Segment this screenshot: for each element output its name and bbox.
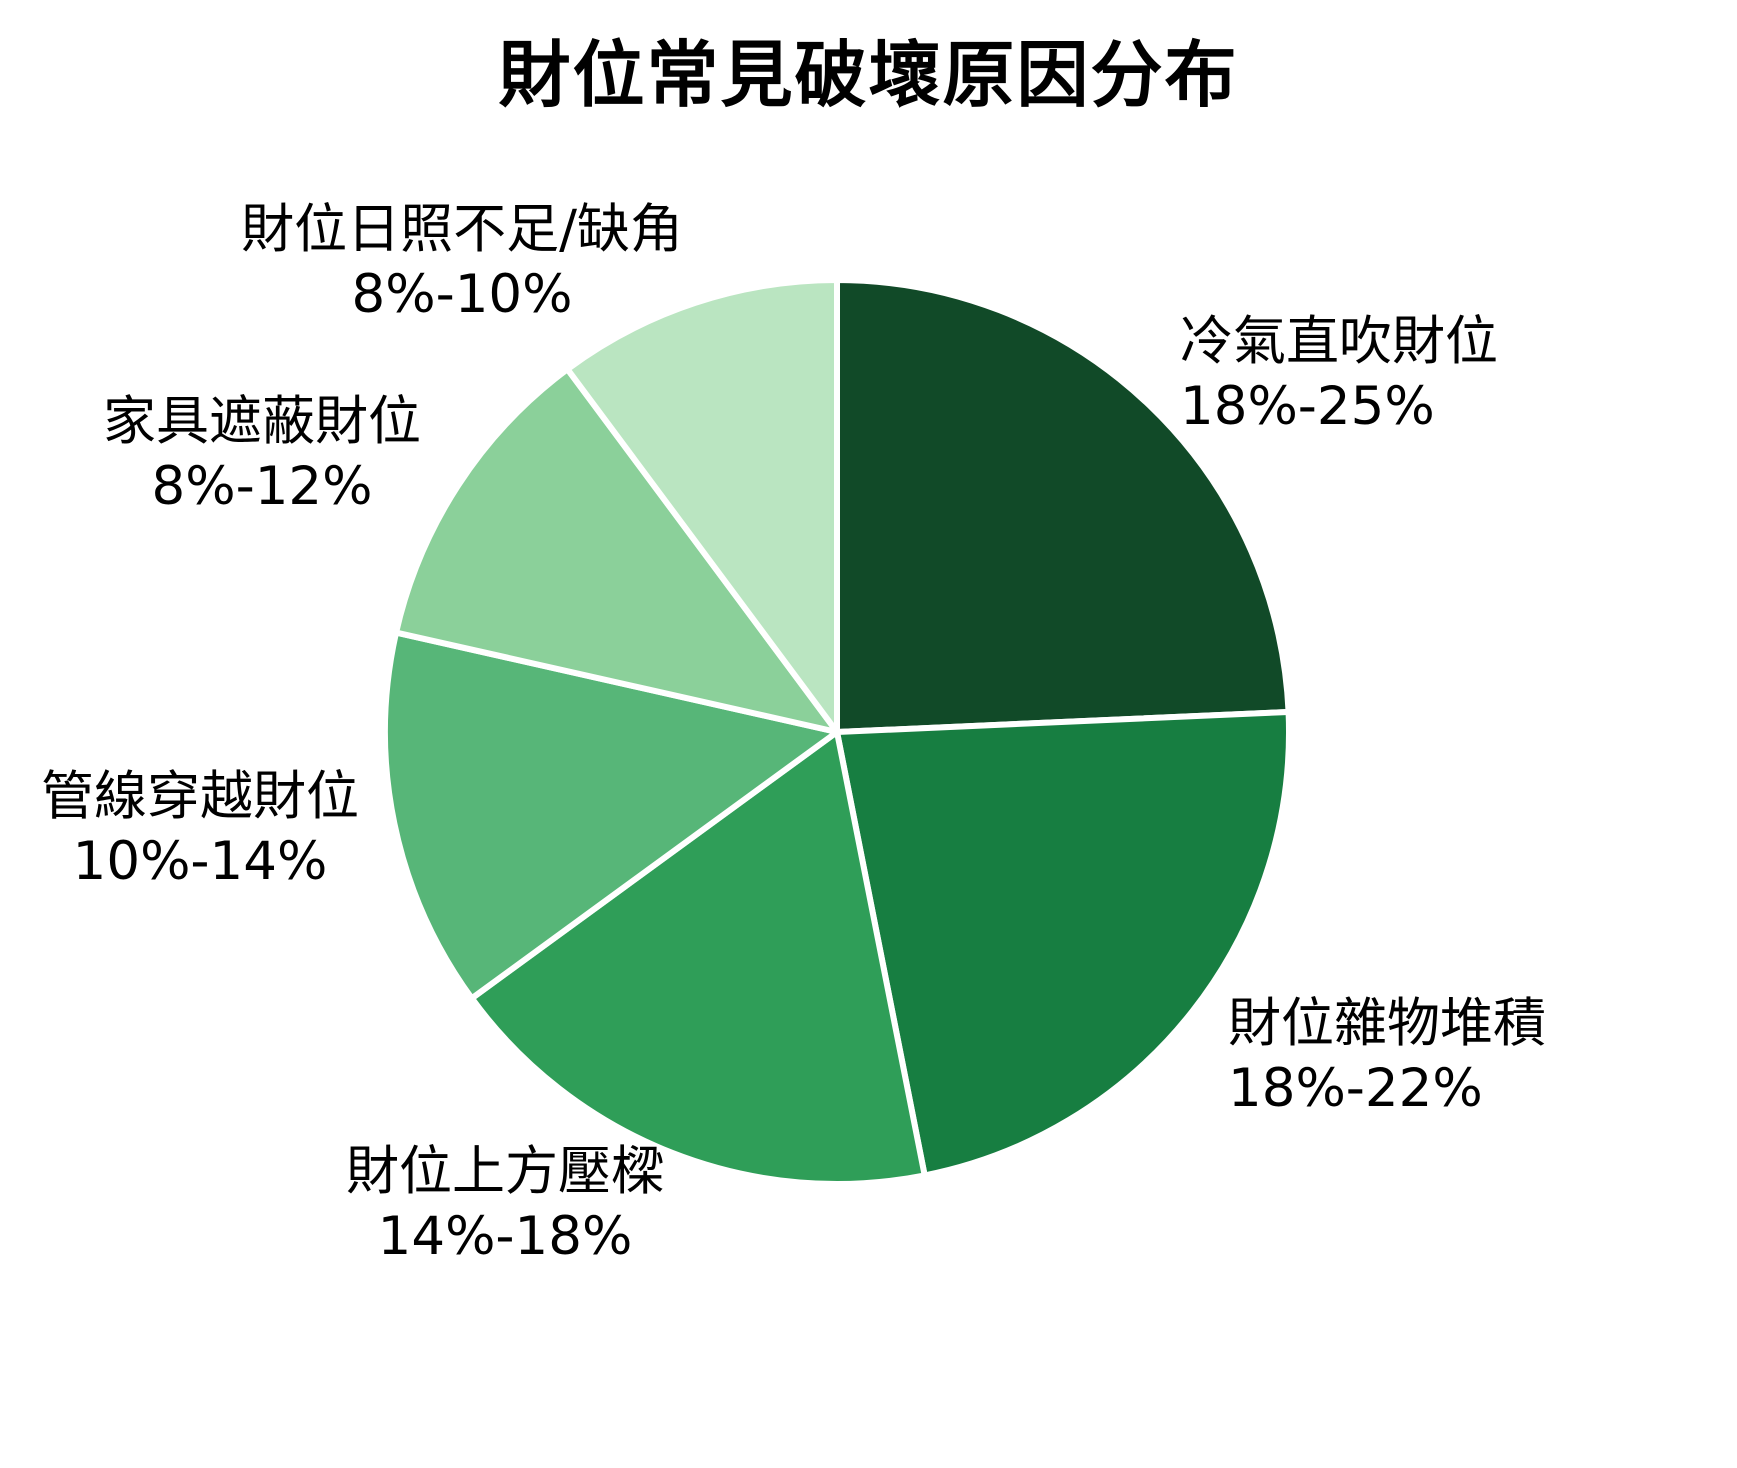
- pie-label-range: 8%-10%: [351, 263, 573, 325]
- pie-slice-5: [564, 277, 840, 735]
- pie-label-clutter: 財位雜物堆積 18%-22%: [1228, 992, 1546, 1121]
- chart-title: 財位常見破壞原因分布: [498, 33, 1239, 117]
- pie-label-range: 8%-12%: [151, 455, 373, 517]
- pie-label-beam: 財位上方壓樑 14%-18%: [346, 1140, 664, 1269]
- pie-slice-1: [834, 708, 1292, 1179]
- pie-slice-3: [382, 629, 840, 1002]
- pie-slice-0: [834, 277, 1292, 735]
- pie-label-pipes: 管線穿越財位 10%-14%: [41, 765, 359, 894]
- pie-label-furniture: 家具遮蔽財位 8%-12%: [103, 390, 421, 519]
- pie-label-text: 財位上方壓樑: [346, 1141, 664, 1202]
- pie-label-range: 18%-25%: [1180, 375, 1435, 437]
- pie-label-range: 10%-14%: [72, 830, 328, 892]
- pie-label-range: 14%-18%: [377, 1205, 633, 1267]
- pie-label-sunlight: 財位日照不足/缺角 8%-10%: [241, 198, 683, 327]
- pie-slice-2: [468, 729, 928, 1187]
- pie-label-text: 管線穿越財位: [41, 766, 359, 827]
- pie-label-text: 財位雜物堆積: [1228, 993, 1546, 1054]
- pie-label-cooling: 冷氣直吹財位 18%-25%: [1180, 310, 1498, 439]
- pie-label-text: 家具遮蔽財位: [103, 391, 421, 452]
- pie-slice-4: [393, 366, 840, 735]
- pie-label-text: 財位日照不足/缺角: [241, 199, 683, 260]
- pie-label-text: 冷氣直吹財位: [1180, 311, 1498, 372]
- pie-label-range: 18%-22%: [1228, 1057, 1483, 1119]
